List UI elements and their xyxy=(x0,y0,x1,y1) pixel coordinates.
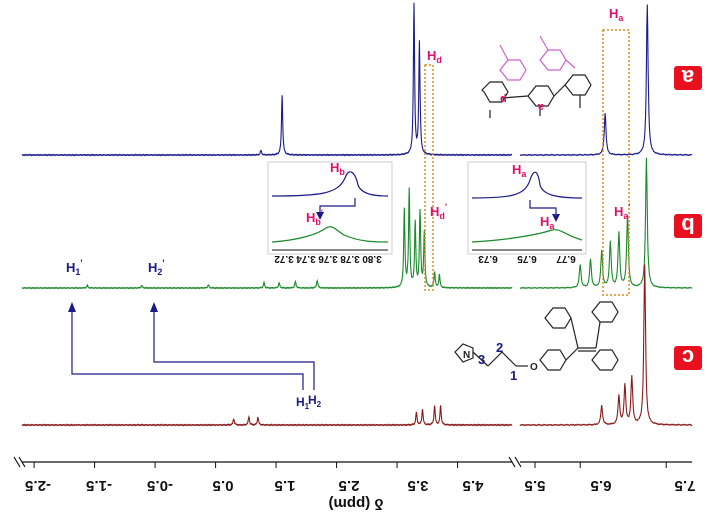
xtick-0.5: 0.5 xyxy=(213,477,234,494)
inset2-tick-1: 6.75 xyxy=(517,253,537,264)
struct-label-d: d xyxy=(500,93,507,105)
inset2-tick-0: 6.73 xyxy=(478,253,498,264)
x-axis: 7.5 6.5 5.5 4.5 3.5 2.5 1.5 0.5 -0.5 -1.… xyxy=(13,456,696,512)
spectrum-b-segment-0 xyxy=(21,187,513,290)
inset1-tick-3: 3.78 xyxy=(340,253,360,264)
xtick-4.5: 4.5 xyxy=(463,477,484,494)
struct-num-1: 1 xyxy=(510,368,517,383)
shift-arrows xyxy=(71,310,315,390)
xtick--2.5: -2.5 xyxy=(25,477,51,494)
label-H2-prime: H2' xyxy=(148,258,165,277)
xtick-7.5: 7.5 xyxy=(675,477,696,494)
inset-hb: 3.72 3.74 3.76 3.78 3.80 Hb Hb' xyxy=(267,160,393,264)
inset2-label-ha-prime: Ha' xyxy=(540,212,557,231)
spectrum-a-segment-1 xyxy=(519,4,693,157)
arrow-head-1 xyxy=(68,302,76,312)
spectra-traces xyxy=(21,2,693,427)
struct-num-2: 2 xyxy=(496,340,503,355)
struct-label-a: a xyxy=(537,101,544,113)
xtick-5.5: 5.5 xyxy=(525,477,546,494)
label-Ha: Ha xyxy=(609,6,624,23)
inset2-tick-2: 6.77 xyxy=(556,253,576,264)
struct-o-label: O xyxy=(530,362,538,373)
label-H1-prime: H1' xyxy=(66,258,83,277)
inset1-tick-2: 3.76 xyxy=(318,253,338,264)
badge-a-text: a xyxy=(681,65,694,90)
tpe-imidazole-structure xyxy=(454,301,619,371)
inset-ha: 6.73 6.75 6.77 Ha Ha' xyxy=(467,161,587,264)
label-Ha-prime: Ha' xyxy=(614,202,631,221)
label-H2: H2 xyxy=(308,393,322,409)
label-Hd-prime: Hd' xyxy=(430,202,447,221)
struct-num-3: 3 xyxy=(478,352,485,367)
xtick-1.5: 1.5 xyxy=(275,477,296,494)
spectrum-a-segment-0 xyxy=(21,2,513,157)
xtick-6.5: 6.5 xyxy=(591,477,612,494)
inset1-tick-4: 3.80 xyxy=(362,253,382,264)
spectrum-c-segment-1 xyxy=(519,264,693,427)
x-axis-title: δ (ppm) xyxy=(329,495,384,512)
guide-boxes xyxy=(424,29,630,296)
inset1-label-hb-prime: Hb' xyxy=(306,208,323,227)
pillararene-structure xyxy=(481,35,592,118)
badge-c-text: c xyxy=(682,345,694,370)
badge-c: c xyxy=(674,345,702,370)
arrow-head-2 xyxy=(150,302,158,312)
inset1-tick-1: 3.74 xyxy=(296,253,316,264)
badge-b-text: b xyxy=(681,213,694,238)
badge-b: b xyxy=(674,213,702,238)
inset1-tick-0: 3.72 xyxy=(274,253,294,264)
xtick--0.5: -0.5 xyxy=(147,477,173,494)
badge-a: a xyxy=(674,65,702,90)
xtick-3.5: 3.5 xyxy=(408,477,429,494)
xtick-2.5: 2.5 xyxy=(339,477,360,494)
label-Hd: Hd xyxy=(427,48,442,65)
struct-n-label: N xyxy=(463,350,470,361)
spectrum-c-segment-0 xyxy=(21,405,513,427)
spectrum-b-segment-1 xyxy=(519,157,693,290)
xtick--1.5: -1.5 xyxy=(86,477,112,494)
